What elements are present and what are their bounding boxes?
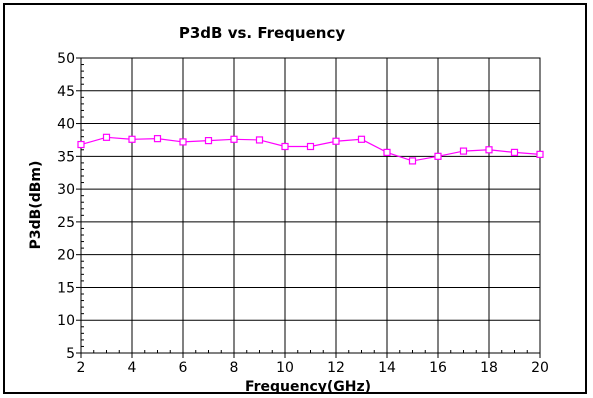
data-point [510,148,519,156]
x-tick-label: 8 [230,360,239,376]
y-tick-labels: 5 10 15 20 25 30 35 40 45 50 [57,51,75,362]
data-point [434,152,442,160]
data-point [77,140,85,149]
x-tick-label: 10 [276,360,294,376]
x-axis-title: Frequency(GHz) [245,379,371,395]
data-point [332,137,340,145]
data-point [357,135,366,143]
data-point [536,150,544,158]
data-point [128,135,136,143]
y-tick-label: 50 [57,51,75,67]
series-layer [77,133,544,165]
x-tick-label: 12 [327,360,345,376]
chart-title: P3dB vs. Frequency [179,24,345,42]
y-tick-label: 15 [57,280,75,296]
y-tick-label: 25 [57,215,75,231]
data-point [204,137,213,145]
data-point [153,135,162,143]
y-tick-label: 5 [66,346,75,362]
data-point [179,138,187,146]
y-tick-label: 10 [57,313,75,329]
y-tick-label: 40 [57,117,75,133]
plot-area [80,57,541,354]
chart-frame [3,3,587,394]
y-tick-label: 35 [57,149,75,165]
data-point [485,146,493,154]
x-tick-labels: 2 4 6 8 10 12 14 16 18 20 [77,360,549,376]
data-point [281,142,289,151]
x-tick-label: 16 [429,360,447,376]
x-tick-label: 14 [378,360,396,376]
data-point [459,147,468,155]
data-point [230,135,238,143]
data-point [255,136,264,144]
y-tick-label: 45 [57,84,75,100]
data-point [306,142,315,151]
x-tick-label: 18 [480,360,498,376]
minor-ticks [76,57,541,358]
grid [80,57,541,354]
data-point [102,133,111,141]
data-point [408,157,417,165]
x-tick-label: 2 [77,360,86,376]
data-point [383,148,391,156]
y-tick-label: 20 [57,248,75,264]
x-tick-label: 4 [128,360,137,376]
y-tick-label: 30 [57,182,75,198]
y-axis-title: P3dB(dBm) [28,161,44,250]
x-tick-label: 6 [179,360,188,376]
x-tick-label: 20 [531,360,549,376]
